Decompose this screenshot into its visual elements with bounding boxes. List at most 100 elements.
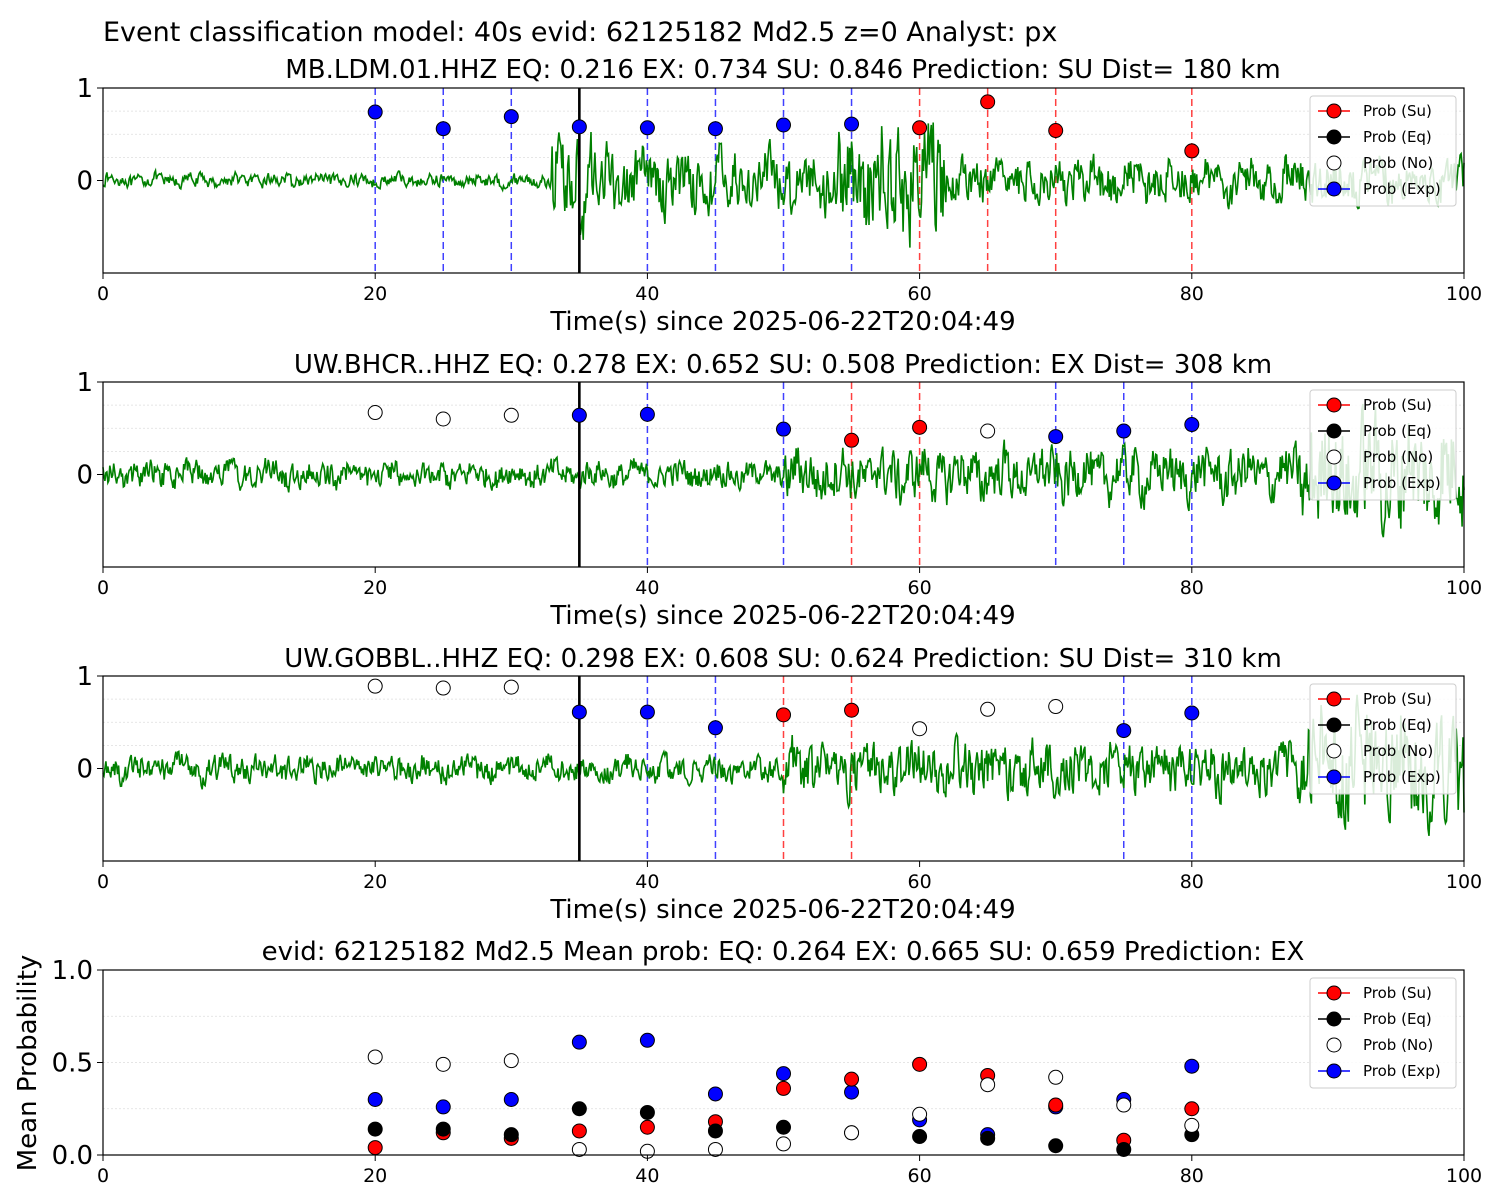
- prob-marker: [980, 701, 996, 717]
- panel-2-xlabel: Time(s) since 2025-06-22T20:04:49: [549, 601, 1015, 631]
- x-tick-label: 100: [1446, 283, 1482, 305]
- mean-marker: [571, 1123, 587, 1139]
- axes-frame: [102, 969, 1465, 1156]
- panel-2: UW.BHCR..HHZ EQ: 0.278 EX: 0.652 SU: 0.5…: [76, 350, 1482, 631]
- legend-box: [1309, 95, 1457, 207]
- x-tick-label: 40: [635, 1165, 659, 1187]
- prob-marker: [1048, 429, 1064, 445]
- waveform-trace: [102, 403, 1465, 538]
- y-tick-label: 1: [76, 662, 93, 692]
- legend-label: Prob (Su): [1363, 984, 1432, 1002]
- x-tick-label: 20: [363, 871, 387, 893]
- legend-marker: [1326, 1063, 1342, 1079]
- legend-marker: [1326, 691, 1342, 707]
- axes-frame: [102, 381, 1465, 568]
- mean-marker: [435, 1056, 451, 1072]
- panel-1-xlabel: Time(s) since 2025-06-22T20:04:49: [549, 307, 1015, 337]
- prob-marker: [1184, 417, 1200, 433]
- mean-marker: [707, 1086, 723, 1102]
- legend-label: Prob (No): [1363, 448, 1433, 466]
- legend-marker: [1326, 985, 1342, 1001]
- prob-marker: [435, 121, 451, 137]
- prob-marker: [1048, 123, 1064, 139]
- legend-label: Prob (Eq): [1363, 1010, 1432, 1028]
- mean-marker: [367, 1092, 383, 1107]
- mean-marker: [1116, 1097, 1132, 1113]
- legend-label: Prob (Eq): [1363, 128, 1432, 146]
- legend-label: Prob (Su): [1363, 102, 1432, 120]
- x-tick-label: 0: [97, 283, 109, 305]
- x-tick-label: 20: [363, 1165, 387, 1187]
- panel-3-xlabel: Time(s) since 2025-06-22T20:04:49: [549, 895, 1015, 925]
- axes-frame: [102, 87, 1465, 274]
- mean-marker: [776, 1066, 791, 1082]
- legend-marker: [1326, 1037, 1342, 1053]
- prob-marker: [435, 680, 451, 696]
- prob-marker: [844, 432, 860, 448]
- prob-marker: [571, 119, 587, 135]
- prob-marker: [367, 678, 383, 694]
- legend-box: [1309, 977, 1457, 1089]
- legend-label: Prob (Eq): [1363, 422, 1432, 440]
- x-tick-label: 0: [97, 1165, 109, 1187]
- mean-marker: [776, 1080, 791, 1096]
- mean-marker: [571, 1101, 587, 1117]
- y-tick-label: 0: [76, 167, 93, 197]
- mean-marker: [367, 1121, 383, 1137]
- x-tick-label: 0: [97, 871, 109, 893]
- legend-marker: [1326, 449, 1342, 465]
- prob-marker: [571, 704, 587, 720]
- y-tick-label: 0: [76, 755, 93, 785]
- x-tick-label: 100: [1446, 1165, 1482, 1187]
- prob-marker: [639, 406, 655, 422]
- mean-marker: [639, 1032, 655, 1048]
- legend-label: Prob (No): [1363, 1036, 1433, 1054]
- mean-marker: [1048, 1097, 1064, 1113]
- panel-1: MB.LDM.01.HHZ EQ: 0.216 EX: 0.734 SU: 0.…: [76, 55, 1482, 337]
- x-tick-label: 40: [635, 283, 659, 305]
- legend-label: Prob (No): [1363, 742, 1433, 760]
- prob-marker: [1048, 699, 1064, 715]
- legend-marker: [1326, 155, 1342, 171]
- x-tick-label: 80: [1180, 577, 1204, 599]
- prob-marker: [980, 94, 996, 110]
- mean-marker: [367, 1049, 383, 1065]
- legend-marker: [1326, 397, 1342, 413]
- x-tick-label: 100: [1446, 871, 1482, 893]
- x-tick-label: 60: [908, 577, 932, 599]
- prob-marker: [503, 407, 519, 423]
- legend-label: Prob (Su): [1363, 690, 1432, 708]
- legend-marker: [1326, 129, 1342, 145]
- prob-marker: [980, 423, 996, 439]
- legend-label: Prob (Exp): [1363, 474, 1441, 492]
- mean-marker: [435, 1099, 451, 1115]
- panel-4: evid: 62125182 Md2.5 Mean prob: EQ: 0.26…: [13, 937, 1482, 1187]
- prob-marker: [707, 720, 723, 736]
- mean-marker: [776, 1136, 791, 1152]
- axes-frame: [102, 675, 1465, 862]
- legend-marker: [1326, 1011, 1342, 1027]
- y-tick-label: 0: [76, 461, 93, 491]
- x-tick-label: 60: [908, 871, 932, 893]
- panel-4-ylabel: Mean Probability: [13, 955, 43, 1172]
- legend-marker: [1326, 743, 1342, 759]
- prob-marker: [844, 116, 860, 132]
- mean-marker: [367, 1140, 383, 1156]
- prob-marker: [571, 407, 587, 423]
- mean-marker: [503, 1053, 519, 1069]
- prob-marker: [707, 121, 723, 137]
- waveform-trace: [102, 122, 1465, 248]
- mean-marker: [1184, 1117, 1200, 1133]
- prob-marker: [912, 120, 928, 136]
- prob-marker: [367, 405, 383, 421]
- x-tick-label: 40: [635, 577, 659, 599]
- prob-marker: [503, 679, 519, 695]
- x-tick-label: 60: [908, 1165, 932, 1187]
- mean-marker: [1048, 1069, 1064, 1085]
- y-tick-label: 1.0: [52, 956, 93, 986]
- prob-marker: [1116, 423, 1132, 439]
- mean-marker: [639, 1119, 655, 1135]
- legend-box: [1309, 683, 1457, 795]
- waveform-trace: [102, 694, 1465, 837]
- prob-marker: [776, 707, 791, 723]
